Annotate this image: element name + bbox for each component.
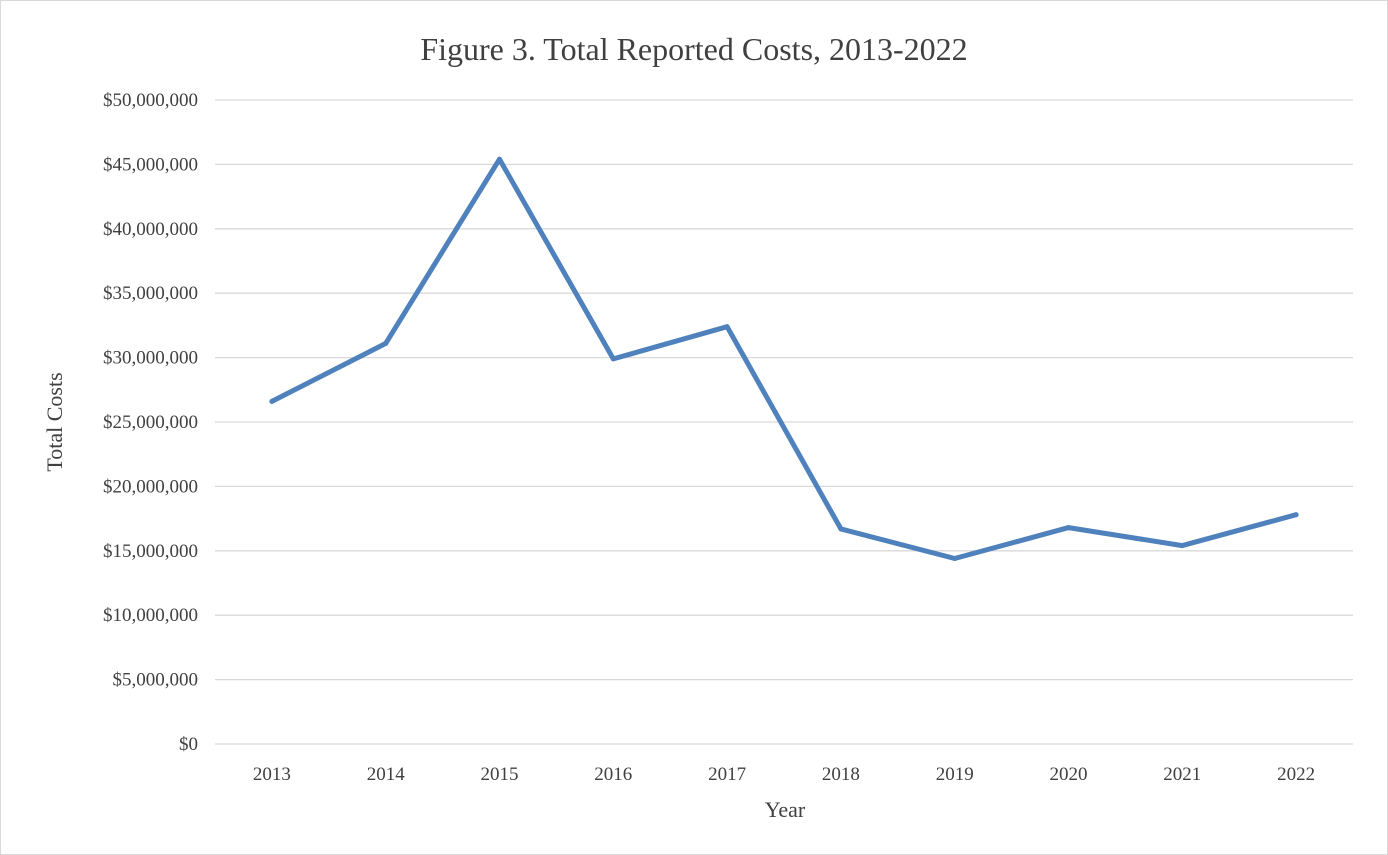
- y-tick-label: $50,000,000: [103, 90, 198, 111]
- gridlines: [215, 99, 1353, 745]
- y-tick-label: $5,000,000: [113, 670, 199, 691]
- series-line: [269, 156, 1299, 561]
- x-tick-label: 2017: [708, 764, 746, 785]
- data-point: [952, 556, 958, 562]
- data-point: [383, 340, 389, 346]
- x-axis-tick-labels: 2013 2014 2015 2016 2017 2018 2019 2020 2021 2022: [253, 764, 1315, 785]
- y-tick-label: $0: [179, 734, 198, 755]
- data-point: [1066, 525, 1071, 531]
- x-tick-label: 2021: [1163, 764, 1201, 785]
- y-tick-label: $20,000,000: [103, 476, 198, 497]
- data-point: [1179, 543, 1185, 549]
- x-tick-label: 2020: [1050, 764, 1088, 785]
- y-tick-label: $15,000,000: [103, 541, 198, 562]
- y-tick-label: $25,000,000: [103, 412, 198, 433]
- y-axis-tick-labels: $0 $5,000,000 $10,000,000 $15,000,000 $20,00…: [103, 90, 198, 755]
- data-point: [1293, 512, 1299, 518]
- data-point: [838, 526, 844, 532]
- x-tick-label: 2015: [481, 764, 519, 785]
- x-tick-label: 2013: [253, 764, 291, 785]
- data-point: [724, 324, 730, 330]
- y-tick-label: $10,000,000: [103, 605, 198, 626]
- x-tick-label: 2016: [594, 764, 632, 785]
- x-tick-label: 2014: [367, 764, 406, 785]
- chart-title: Figure 3. Total Reported Costs, 2013-202…: [420, 31, 967, 67]
- x-tick-label: 2018: [822, 764, 860, 785]
- y-tick-label: $40,000,000: [103, 219, 198, 240]
- data-point: [269, 398, 275, 404]
- y-axis-title: Total Costs: [42, 372, 67, 471]
- y-tick-label: $35,000,000: [103, 283, 198, 304]
- data-point: [497, 156, 502, 162]
- x-tick-label: 2019: [936, 764, 974, 785]
- y-tick-label: $30,000,000: [103, 348, 198, 369]
- data-point: [610, 356, 616, 362]
- x-axis-title: Year: [765, 797, 806, 822]
- x-tick-label: 2022: [1277, 764, 1315, 785]
- y-tick-label: $45,000,000: [103, 154, 198, 175]
- series-layer: [269, 156, 1299, 562]
